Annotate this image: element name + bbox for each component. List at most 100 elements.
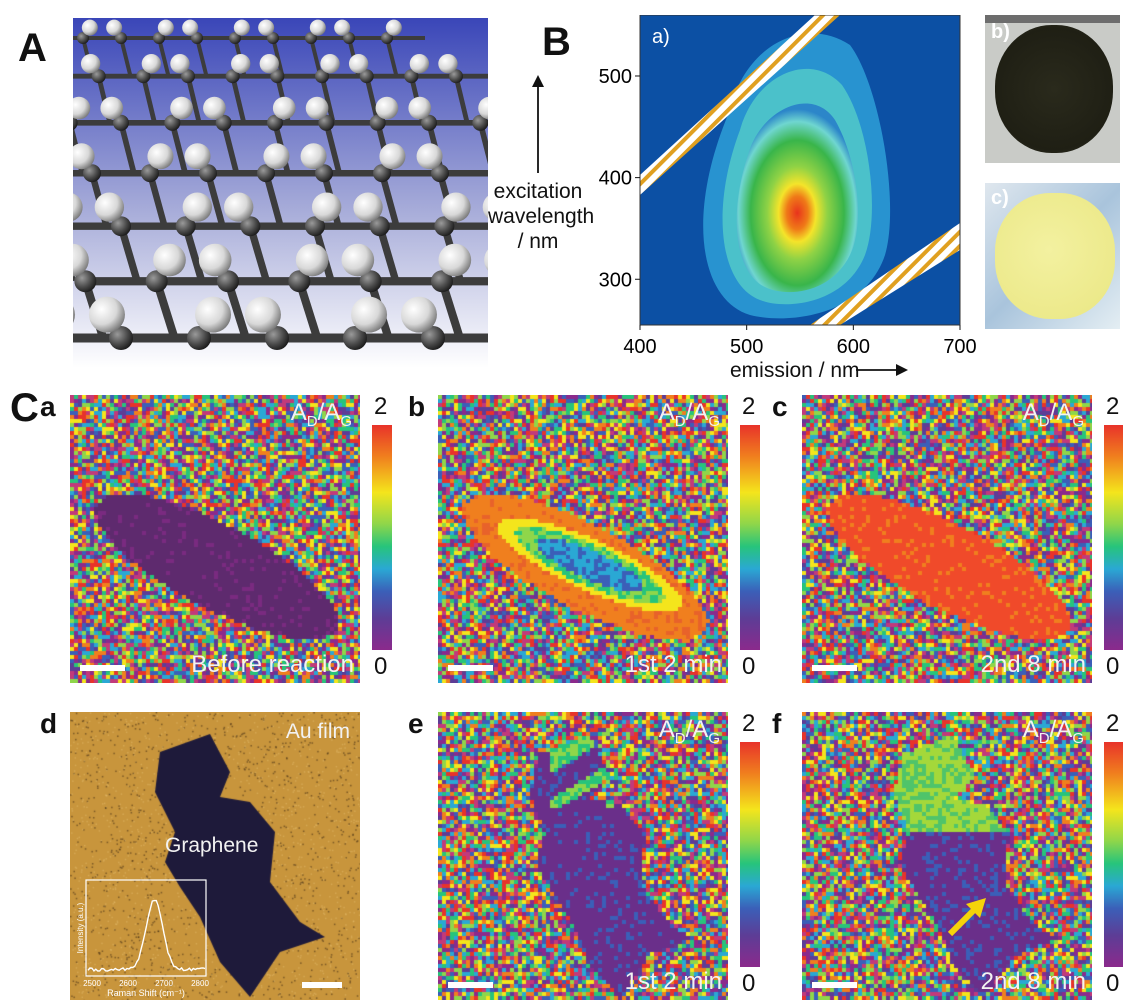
ylabel-line1: excitation <box>493 180 583 203</box>
colorbar-a <box>372 425 392 650</box>
carbon-atom <box>305 32 317 44</box>
xlabel: emission / nm <box>730 359 860 380</box>
excitation-emission-map: a) 400 500 600 700 300 400 500 emission / nm <box>599 15 977 380</box>
scatter-line-lower <box>810 223 960 325</box>
scatter-line-upper <box>640 15 840 195</box>
hydrogen-atom <box>311 192 342 222</box>
scale-bar <box>448 982 493 988</box>
carbon-atom <box>217 270 239 293</box>
hydrogen-atom <box>309 19 326 36</box>
hydrogen-atom <box>379 143 406 170</box>
colorbar-min-f: 0 <box>1106 970 1120 997</box>
carbon-atom <box>229 32 241 44</box>
scale-bar <box>80 665 125 671</box>
graphane-lattice-illustration <box>73 18 488 368</box>
carbon-atom <box>111 216 131 237</box>
hydrogen-atom <box>182 19 199 36</box>
raman-tick-label: 2500 <box>83 979 101 988</box>
ratio-label-f: AD/AG <box>1022 716 1084 747</box>
colorbar-f <box>1104 742 1123 967</box>
hydrogen-atom <box>300 143 327 170</box>
hydrogen-atom <box>157 19 174 36</box>
hydrogen-atom <box>88 296 125 333</box>
hydrogen-atom <box>272 96 296 120</box>
scale-bar <box>812 982 857 988</box>
hydrogen-atom <box>348 53 369 74</box>
hydrogen-atom <box>258 19 275 36</box>
colorbar-b <box>740 425 760 650</box>
hydrogen-atom <box>141 53 162 74</box>
carbon-atom <box>91 69 106 84</box>
ratio-label-c: AD/AG <box>1022 399 1084 430</box>
raman-inset: 2500 2600 2700 2800 Raman Shift (cm⁻¹) Intens… <box>76 879 209 998</box>
hydrogen-atom <box>231 53 251 74</box>
carbon-atom <box>191 32 203 44</box>
carbon-atom <box>225 69 240 84</box>
colorbar-min-e: 0 <box>742 970 756 997</box>
x-tick-label: 600 <box>837 336 870 358</box>
hydrogen-atom <box>184 143 211 170</box>
carbon-atom <box>181 69 195 84</box>
map-caption-a: Before reaction <box>191 651 354 678</box>
inset-label-a: a) <box>652 26 670 48</box>
hydrogen-atom <box>353 192 383 222</box>
colorbar-max-f: 2 <box>1106 710 1120 737</box>
map-letter-f: f <box>772 708 782 739</box>
hydrogen-atom <box>482 195 488 219</box>
hydrogen-atom <box>351 296 388 333</box>
carbon-atom <box>315 164 333 183</box>
colorbar-max-c: 2 <box>1106 393 1120 420</box>
carbon-atom <box>421 326 445 350</box>
hydrogen-atom <box>263 143 290 170</box>
hydrogen-atom <box>441 192 471 222</box>
carbon-atom <box>270 69 285 84</box>
ratio-label-b: AD/AG <box>658 399 720 430</box>
raman-spectrum-line <box>87 899 206 972</box>
carbon-atom <box>199 164 217 183</box>
carbon-atom <box>83 164 101 183</box>
map-image-b: AD/AG 1st 2 min <box>438 395 728 683</box>
up-arrow-icon <box>532 75 544 173</box>
inset-label-c: c) <box>991 187 1009 209</box>
hydrogen-atom <box>73 243 89 277</box>
ylabel-line3: / nm <box>517 230 559 253</box>
carbon-atom <box>115 32 127 44</box>
colorbar-e <box>740 742 760 967</box>
map-letter-b: b <box>408 391 426 422</box>
map-letter-e: e <box>408 708 424 739</box>
hydrogen-atom <box>73 193 83 221</box>
photo-dark-film: b) <box>985 15 1120 163</box>
raman-tick-label: 2800 <box>191 979 209 988</box>
raman-tick-label: 2700 <box>155 979 173 988</box>
y-tick-label: 300 <box>599 269 632 291</box>
carbon-atom <box>153 32 165 44</box>
hydrogen-atom <box>408 96 432 120</box>
carbon-atom <box>215 114 232 131</box>
ratio-label-e: AD/AG <box>658 716 720 747</box>
panel-letter-b: B <box>542 20 571 64</box>
hydrogen-atom <box>484 249 488 271</box>
map-image-f: AD/AG 2nd 8 min <box>802 712 1092 1000</box>
carbon-atom <box>449 69 463 84</box>
map-caption-b: 1st 2 min <box>624 651 722 678</box>
carbon-atom <box>265 326 289 350</box>
y-tick-label: 400 <box>599 168 632 190</box>
hydrogen-atom <box>94 192 125 222</box>
hydrogen-atom <box>182 192 212 222</box>
hydrogen-atom <box>80 53 101 74</box>
carbon-atom <box>305 216 325 237</box>
carbon-atom <box>136 69 151 84</box>
map-image-d: Au film Graphene 2500 2600 2700 2800 Raman Shi… <box>70 712 360 1000</box>
yellow-arrow-icon <box>947 898 986 937</box>
hydrogen-atom <box>400 296 437 333</box>
carbon-atom <box>288 270 311 293</box>
colorbar-max-b: 2 <box>742 393 756 420</box>
carbon-atom <box>141 164 159 183</box>
hydrogen-atom <box>416 143 443 170</box>
colorbar-min-a: 0 <box>374 653 388 680</box>
carbon-atom <box>434 216 455 237</box>
carbon-atom <box>472 114 488 131</box>
carbon-atom <box>404 69 419 84</box>
map-caption-f: 2nd 8 min <box>980 968 1086 995</box>
hydrogen-atom <box>170 96 193 120</box>
